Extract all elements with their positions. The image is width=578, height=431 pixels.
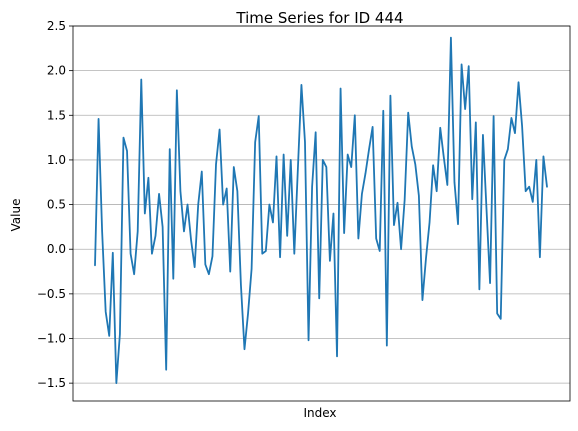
y-tick-label: −1.0 — [37, 332, 66, 346]
y-tick-label: −1.5 — [37, 376, 66, 390]
y-tick-label: 0.0 — [47, 242, 66, 256]
y-tick-label: 2.0 — [47, 64, 66, 78]
series-layer — [95, 38, 547, 384]
y-tick-label: 1.5 — [47, 108, 66, 122]
y-tick-label: 1.0 — [47, 153, 66, 167]
y-axis-ticks: −1.5 −1.0 −0.5 0.0 0.5 1.0 1.5 2.0 2.5 — [37, 19, 73, 390]
chart-title: Time Series for ID 444 — [235, 9, 403, 27]
y-axis-label: Value — [9, 199, 23, 232]
y-tick-label: 0.5 — [47, 198, 66, 212]
x-axis-label: Index — [303, 406, 336, 420]
y-tick-label: −0.5 — [37, 287, 66, 301]
y-tick-label: 2.5 — [47, 19, 66, 33]
series-line — [95, 38, 547, 384]
